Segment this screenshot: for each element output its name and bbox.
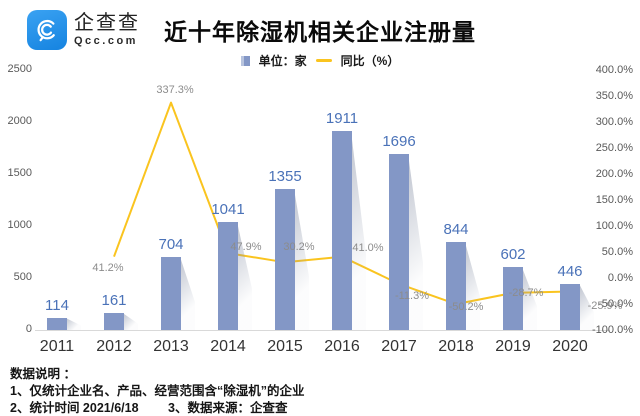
right-axis-tick--100.0%: -100.0%	[592, 324, 633, 336]
left-axis-tick-1500: 1500	[7, 167, 32, 179]
bar-value-2016: 1911	[325, 110, 359, 128]
data-note-2-3: 2、统计时间 2021/6/18 3、数据来源：企查查	[10, 400, 304, 416]
right-axis-tick-150.0%: 150.0%	[595, 194, 633, 206]
right-axis-tick-300.0%: 300.0%	[595, 116, 633, 128]
growth-label-2014: 47.9%	[230, 241, 262, 254]
right-axis-tick-0.0%: 0.0%	[607, 272, 633, 284]
bar-value-2019: 602	[500, 246, 526, 264]
data-note-3: 3、数据来源：企查查	[168, 401, 288, 415]
x-axis-label-2018: 2018	[438, 338, 474, 355]
line-series-label: 同比（%）	[340, 54, 400, 68]
bar-2015	[275, 189, 295, 330]
bar-value-2020: 446	[557, 262, 583, 280]
x-axis-line	[35, 330, 610, 331]
chart-legend: 单位：家 同比（%）	[0, 52, 640, 69]
right-axis-tick-350.0%: 350.0%	[595, 90, 633, 102]
bar-shadow-2013	[180, 256, 195, 330]
right-axis-tick--50.0%: -50.0%	[598, 298, 633, 310]
bar-shadow-2011	[66, 318, 81, 330]
data-notes-title: 数据说明 ：	[10, 367, 76, 381]
qcc-logo: 企查查 Qcc.com	[27, 10, 140, 50]
bar-shadow-2017	[408, 153, 423, 330]
x-axis-label-2017: 2017	[381, 338, 417, 355]
bar-2011	[47, 318, 67, 330]
growth-label-2018: -50.2%	[448, 301, 484, 314]
x-axis-label-2011: 2011	[39, 338, 75, 355]
data-note-2: 2、统计时间 2021/6/18	[10, 401, 139, 415]
left-axis-tick-1000: 1000	[7, 219, 32, 231]
right-axis-tick-100.0%: 100.0%	[595, 220, 633, 232]
logo-domain: Qcc.com	[74, 34, 138, 47]
bar-shadow-2014	[237, 221, 252, 330]
left-axis-tick-2500: 2500	[7, 63, 32, 75]
spiral-q-icon	[37, 19, 55, 42]
x-axis-label-2014: 2014	[210, 338, 246, 355]
x-axis-label-2012: 2012	[96, 338, 132, 355]
bar-value-2012: 161	[101, 292, 127, 310]
left-axis-tick-0: 0	[25, 323, 32, 335]
bar-value-2015: 1355	[268, 168, 302, 186]
bar-series-label: 单位：家	[258, 54, 307, 68]
right-axis-tick-250.0%: 250.0%	[595, 142, 633, 154]
right-axis-tick-400.0%: 400.0%	[595, 64, 633, 76]
qcc-logo-icon	[27, 10, 67, 50]
x-axis-label-2015: 2015	[267, 338, 303, 355]
line-series-swatch-icon	[315, 59, 332, 62]
data-note-1: 1、仅统计企业名、产品、经营范围含“除湿机”的企业	[10, 384, 305, 398]
x-axis-label-2016: 2016	[324, 338, 360, 355]
growth-label-2016: 41.0%	[352, 241, 384, 254]
data-notes: 数据说明 ： 1、仅统计企业名、产品、经营范围含“除湿机”的企业 2、统计时间 …	[10, 366, 304, 416]
growth-label-2015: 30.2%	[283, 241, 315, 254]
x-axis-label-2020: 2020	[552, 338, 588, 355]
bar-value-2011: 114	[45, 297, 69, 315]
bar-value-2014: 1041	[211, 200, 245, 218]
left-axis-tick-2000: 2000	[7, 115, 32, 127]
left-axis-tick-500: 500	[13, 271, 32, 283]
growth-label-2019: -28.7%	[508, 286, 544, 299]
bar-value-2018: 844	[443, 221, 469, 239]
logo-name: 企查查	[74, 11, 140, 34]
x-axis-label-2019: 2019	[495, 338, 531, 355]
bar-2020	[560, 283, 580, 330]
bar-2012	[104, 313, 124, 330]
bar-2018	[446, 242, 466, 330]
bar-shadow-2016	[351, 131, 366, 330]
right-axis-tick-200.0%: 200.0%	[595, 168, 633, 180]
growth-label-2020: -25.9%	[587, 300, 623, 313]
growth-label-2017: -11.3%	[394, 289, 430, 302]
page-title: 近十年除湿机相关企业注册量	[164, 19, 476, 45]
bar-2016	[332, 131, 352, 330]
bar-shadow-2015	[294, 189, 309, 330]
growth-label-2012: 41.2%	[92, 261, 124, 274]
bar-2019	[503, 267, 523, 330]
growth-label-2013: 337.3%	[156, 83, 194, 96]
bar-2017	[389, 153, 409, 330]
bar-2014	[218, 221, 238, 330]
bar-value-2013: 704	[158, 235, 184, 253]
bar-2013	[161, 256, 181, 330]
bar-series-swatch-icon	[240, 55, 250, 66]
bar-shadow-2012	[123, 313, 138, 330]
bar-value-2017: 1696	[382, 132, 416, 150]
right-axis-tick-50.0%: 50.0%	[601, 246, 633, 258]
x-axis-label-2013: 2013	[153, 338, 189, 355]
